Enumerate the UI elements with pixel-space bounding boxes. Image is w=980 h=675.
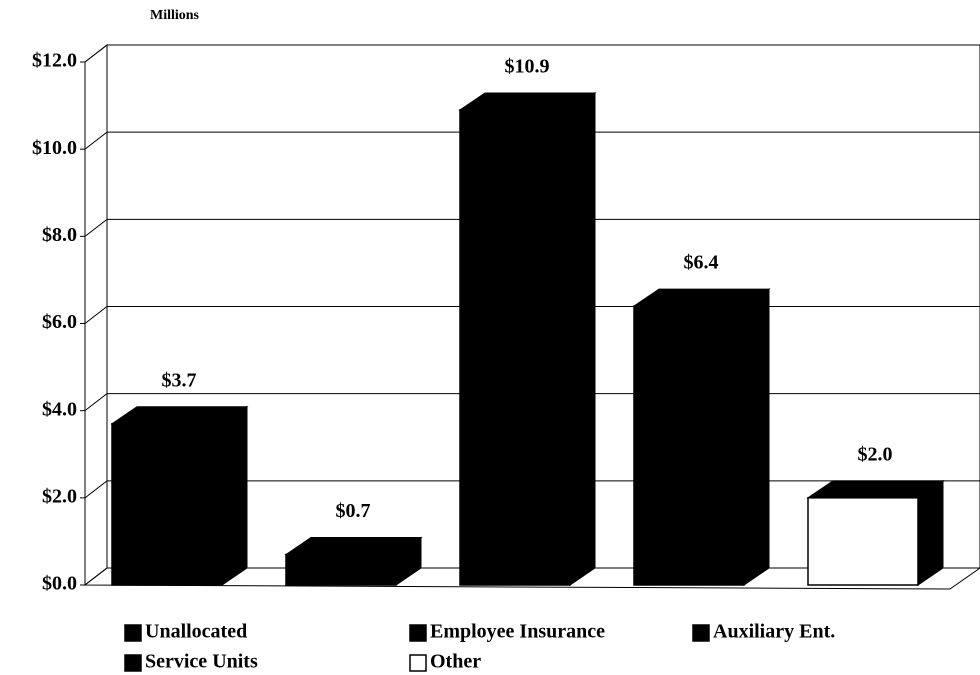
- legend-label: Auxiliary Ent.: [713, 621, 835, 643]
- value-label: $3.7: [162, 369, 197, 391]
- legend-label: Employee Insurance: [430, 621, 605, 643]
- y-tick-label: $8.0: [42, 224, 77, 246]
- legend-swatch: [124, 654, 142, 672]
- value-label: $0.7: [336, 500, 371, 522]
- legend-swatch: [409, 654, 427, 672]
- legend-label: Unallocated: [145, 621, 247, 643]
- y-axis-label: Millions: [150, 8, 200, 23]
- bar-side: [743, 288, 770, 586]
- legend-label: Other: [430, 651, 481, 673]
- bar-front: [459, 109, 571, 586]
- bar-front: [111, 422, 223, 586]
- y-tick-label: $6.0: [42, 311, 77, 333]
- legend-swatch: [692, 624, 710, 642]
- bar-side: [917, 479, 944, 586]
- grid-line: [84, 131, 980, 150]
- grid-line: [84, 44, 980, 63]
- bar-front: [807, 497, 919, 586]
- bar-front: [285, 553, 397, 586]
- legend-label: Service Units: [145, 651, 258, 673]
- grid-line: [84, 218, 980, 237]
- value-label: $6.4: [684, 252, 719, 274]
- bar-side: [221, 405, 248, 586]
- y-tick-label: $10.0: [32, 137, 77, 159]
- bar-side: [395, 536, 422, 586]
- y-tick-label: $12.0: [32, 50, 77, 72]
- y-tick-label: $2.0: [42, 485, 77, 507]
- legend-swatch: [124, 624, 142, 642]
- value-label: $2.0: [858, 443, 893, 465]
- bar-front: [633, 305, 745, 586]
- y-tick-label: $0.0: [42, 573, 77, 595]
- value-label: $10.9: [505, 56, 550, 78]
- legend-swatch: [409, 624, 427, 642]
- bar-side: [569, 91, 596, 586]
- y-tick-label: $4.0: [42, 398, 77, 420]
